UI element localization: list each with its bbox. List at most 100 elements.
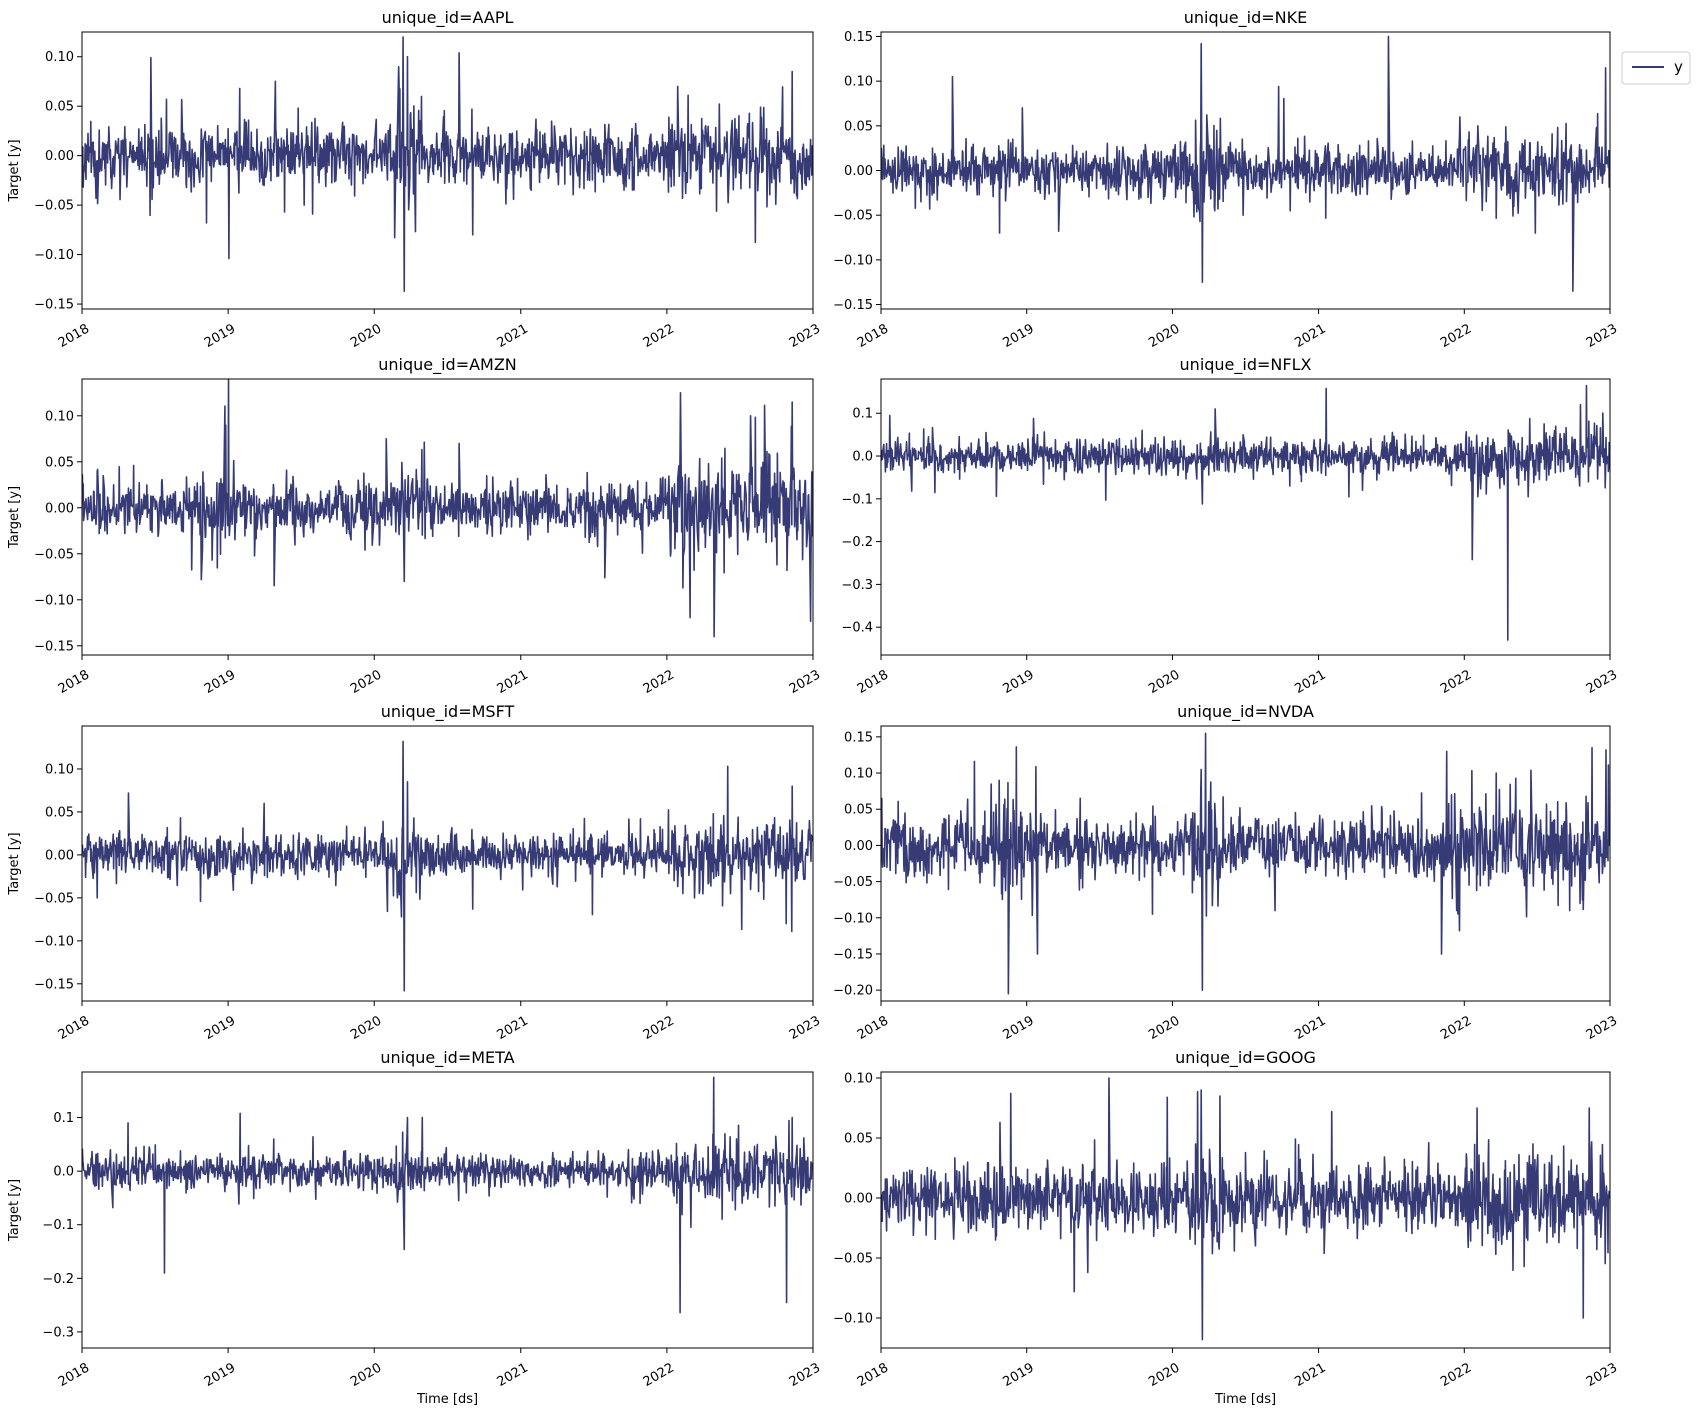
series-line-y: [81, 378, 813, 638]
y-tick-label: 0.05: [45, 100, 74, 115]
y-tick-label: 0.00: [45, 149, 74, 164]
y-tick-label: 0.05: [844, 803, 873, 818]
axes-frame: [81, 725, 814, 1002]
y-tick-label: −0.10: [34, 934, 74, 949]
x-tick-label: 2023: [787, 667, 823, 697]
y-tick-label: 0.1: [852, 407, 873, 422]
x-tick-label: 2018: [56, 1013, 92, 1043]
y-tick-label: −0.2: [42, 1272, 74, 1287]
y-tick-label: −0.2: [841, 535, 873, 550]
x-tick-label: 2019: [1001, 667, 1037, 697]
series-line-y: [880, 35, 1610, 292]
x-tick-label: 2019: [202, 667, 238, 697]
panel-4: unique_id=MSFT −0.15 −0.10 −0.05 0.00 0.05 0.1…: [7, 702, 823, 1043]
x-tick-label: 2020: [1146, 1013, 1182, 1043]
x-axis-label: Time [ds]: [1214, 1392, 1276, 1407]
y-tick-label: −0.20: [833, 984, 873, 999]
y-tick-label: 0.10: [45, 409, 74, 424]
y-tick-label: 0.10: [844, 767, 873, 782]
x-tick-label: 2023: [787, 1360, 823, 1390]
axes-frame: [880, 378, 1611, 656]
y-tick-label: −0.05: [833, 875, 873, 890]
panel-title: unique_id=NFLX: [1180, 355, 1312, 375]
y-axis-label: Target [y]: [7, 139, 22, 202]
x-tick-label: 2020: [1146, 321, 1182, 351]
panel-6: unique_id=META −0.3 −0.2 −0.1 0.0 0.1 2018 2019…: [7, 1048, 823, 1407]
y-tick-label: −0.05: [34, 891, 74, 906]
x-tick-label: 2021: [1292, 1013, 1328, 1043]
x-tick-label: 2018: [56, 1360, 92, 1390]
y-tick-label: 0.10: [45, 50, 74, 65]
legend: y: [1621, 51, 1691, 85]
x-tick-label: 2021: [495, 321, 531, 351]
y-tick-label: 0.1: [53, 1111, 74, 1126]
x-tick-label: 2020: [348, 667, 384, 697]
series-line-y: [880, 732, 1610, 995]
y-axis-label: Target [y]: [7, 832, 22, 895]
y-tick-label: −0.4: [841, 621, 873, 636]
x-tick-label: 2022: [1438, 1013, 1474, 1043]
y-tick-label: 0.05: [844, 119, 873, 134]
series-line-y: [880, 1077, 1610, 1341]
x-tick-label: 2018: [855, 1360, 891, 1390]
axes-frame: [880, 31, 1611, 310]
y-tick-label: −0.10: [833, 253, 873, 268]
y-tick-label: −0.10: [34, 248, 74, 263]
x-tick-label: 2018: [855, 667, 891, 697]
panels: unique_id=AAPL −0.15 −0.10 −0.05 0.00 0.05 0.1…: [7, 8, 1620, 1407]
y-tick-label: 0.00: [45, 848, 74, 863]
x-tick-label: 2023: [1584, 1013, 1620, 1043]
x-tick-label: 2020: [348, 1013, 384, 1043]
axes-frame: [81, 378, 814, 656]
y-tick-label: −0.15: [34, 639, 74, 654]
panel-5: unique_id=NVDA −0.20 −0.15 −0.10 −0.05 0.00 0.…: [833, 702, 1620, 1043]
y-tick-label: 0.05: [45, 805, 74, 820]
x-tick-label: 2018: [855, 1013, 891, 1043]
y-tick-label: 0.0: [53, 1165, 74, 1180]
y-axis-label: Target [y]: [7, 486, 22, 549]
y-tick-label: −0.15: [34, 977, 74, 992]
y-tick-label: 0.10: [45, 762, 74, 777]
series-line-y: [81, 36, 813, 292]
x-axis-label: Time [ds]: [416, 1392, 478, 1407]
x-tick-label: 2023: [787, 1013, 823, 1043]
x-tick-label: 2019: [202, 321, 238, 351]
legend-label: y: [1674, 58, 1683, 76]
x-tick-label: 2022: [1438, 321, 1474, 351]
panel-title: unique_id=META: [380, 1048, 514, 1068]
panel-2: unique_id=AMZN −0.15 −0.10 −0.05 0.00 0.05 0.1…: [7, 355, 823, 697]
x-tick-label: 2019: [1001, 1013, 1037, 1043]
y-tick-label: 0.05: [844, 1132, 873, 1147]
y-tick-label: −0.1: [841, 492, 873, 507]
series-line-y: [81, 740, 813, 992]
panel-title: unique_id=MSFT: [381, 702, 515, 722]
series-line-y: [81, 1076, 813, 1314]
x-tick-label: 2019: [1001, 321, 1037, 351]
x-tick-label: 2020: [348, 1360, 384, 1390]
x-tick-label: 2022: [1438, 667, 1474, 697]
x-tick-label: 2019: [202, 1013, 238, 1043]
x-tick-label: 2023: [1584, 667, 1620, 697]
x-tick-label: 2022: [641, 1013, 677, 1043]
x-tick-label: 2023: [787, 321, 823, 351]
y-tick-label: −0.05: [34, 547, 74, 562]
y-axis-label: Target [y]: [7, 1179, 22, 1242]
y-tick-label: 0.10: [844, 75, 873, 90]
x-tick-label: 2021: [1292, 1360, 1328, 1390]
axes-frame: [81, 1071, 814, 1349]
y-tick-label: −0.15: [34, 298, 74, 313]
y-tick-label: −0.05: [833, 1252, 873, 1267]
y-tick-label: 0.00: [844, 839, 873, 854]
x-tick-label: 2019: [1001, 1360, 1037, 1390]
x-tick-label: 2020: [1146, 1360, 1182, 1390]
panel-title: unique_id=AAPL: [382, 8, 514, 28]
y-tick-label: 0.15: [844, 730, 873, 745]
panel-3: unique_id=NFLX −0.4 −0.3 −0.2 −0.1 0.0 0.1 2018…: [841, 355, 1620, 697]
axes-frame: [880, 1071, 1611, 1349]
y-tick-label: 0.00: [45, 501, 74, 516]
y-tick-label: −0.05: [34, 199, 74, 214]
x-tick-label: 2022: [641, 1360, 677, 1390]
panel-title: unique_id=NKE: [1184, 8, 1307, 28]
x-tick-label: 2023: [1584, 321, 1620, 351]
y-tick-label: −0.10: [34, 593, 74, 608]
